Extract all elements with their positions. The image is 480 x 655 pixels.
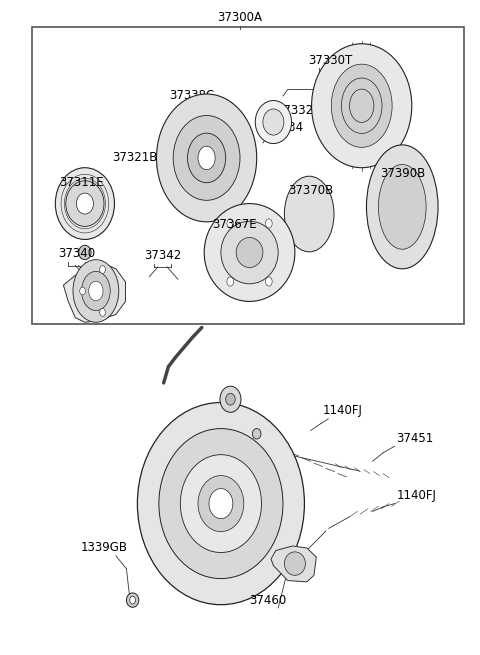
Text: 37451: 37451 <box>396 432 434 445</box>
Polygon shape <box>63 262 125 322</box>
Ellipse shape <box>180 455 262 553</box>
Circle shape <box>100 309 106 316</box>
Circle shape <box>80 287 85 295</box>
Text: 37321B: 37321B <box>112 151 158 164</box>
Text: 37390B: 37390B <box>381 167 426 180</box>
Ellipse shape <box>226 394 235 405</box>
Ellipse shape <box>198 476 244 532</box>
Ellipse shape <box>204 204 295 301</box>
Ellipse shape <box>82 271 110 310</box>
Ellipse shape <box>188 133 226 183</box>
Text: 37367E: 37367E <box>212 218 257 231</box>
Ellipse shape <box>209 489 233 519</box>
Ellipse shape <box>79 246 91 259</box>
Text: 1339GB: 1339GB <box>81 542 128 555</box>
Circle shape <box>331 64 392 147</box>
Circle shape <box>130 596 135 604</box>
Ellipse shape <box>126 593 139 607</box>
Ellipse shape <box>378 164 426 250</box>
Circle shape <box>341 78 382 134</box>
Circle shape <box>265 219 272 228</box>
Ellipse shape <box>366 145 438 269</box>
Text: 37342: 37342 <box>144 250 181 262</box>
Ellipse shape <box>221 221 278 284</box>
Ellipse shape <box>159 428 283 578</box>
Polygon shape <box>271 546 316 582</box>
Ellipse shape <box>55 168 115 240</box>
Ellipse shape <box>220 386 241 412</box>
Text: 37338C: 37338C <box>168 90 214 102</box>
Text: 1140FJ: 1140FJ <box>396 489 436 502</box>
Ellipse shape <box>236 238 263 267</box>
Circle shape <box>265 277 272 286</box>
Text: 37370B: 37370B <box>288 184 333 197</box>
Text: 37460: 37460 <box>249 593 286 607</box>
Circle shape <box>349 89 374 122</box>
Text: 1140FJ: 1140FJ <box>323 404 362 417</box>
Ellipse shape <box>312 44 412 168</box>
Ellipse shape <box>284 176 334 252</box>
Text: 37330T: 37330T <box>309 54 353 67</box>
Ellipse shape <box>263 109 284 135</box>
Ellipse shape <box>137 403 304 605</box>
Circle shape <box>227 277 234 286</box>
Circle shape <box>100 265 106 273</box>
Ellipse shape <box>284 552 305 575</box>
Circle shape <box>227 219 234 228</box>
Ellipse shape <box>89 281 103 301</box>
Text: 37332: 37332 <box>276 105 313 117</box>
Ellipse shape <box>255 100 291 143</box>
Text: 37340: 37340 <box>58 248 96 260</box>
Text: 37300A: 37300A <box>217 10 263 24</box>
Text: 37311E: 37311E <box>59 176 104 189</box>
Ellipse shape <box>173 115 240 200</box>
Ellipse shape <box>252 428 261 439</box>
Circle shape <box>223 121 230 132</box>
Ellipse shape <box>66 181 104 227</box>
Ellipse shape <box>73 259 119 322</box>
Ellipse shape <box>76 193 94 214</box>
Circle shape <box>198 146 215 170</box>
Ellipse shape <box>156 94 257 222</box>
FancyBboxPatch shape <box>33 28 464 324</box>
Text: 37334: 37334 <box>266 121 303 134</box>
